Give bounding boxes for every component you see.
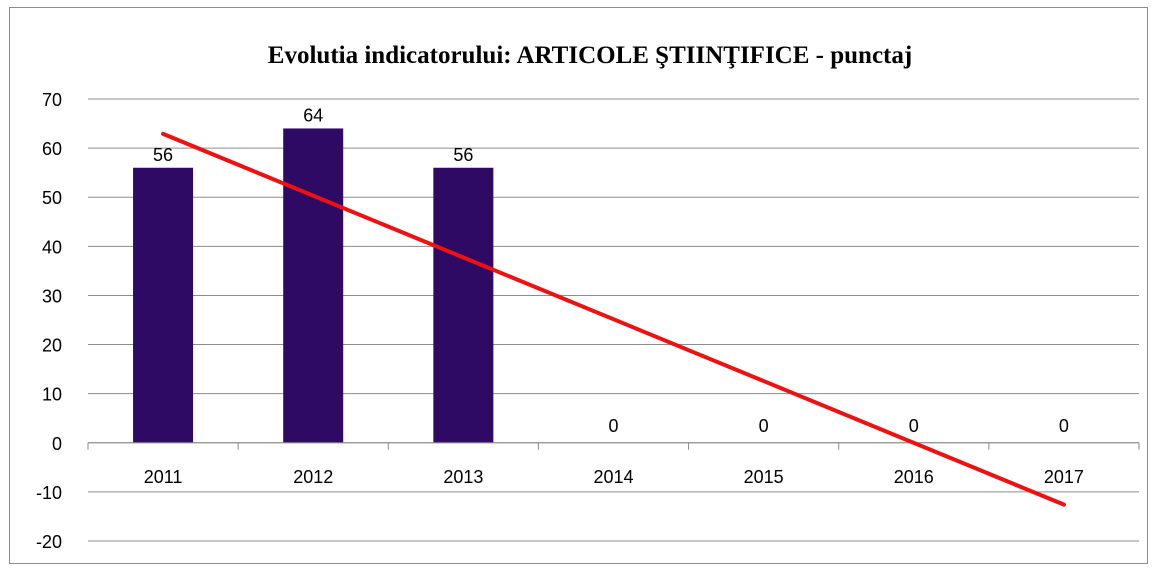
x-tick-label: 2012 (293, 467, 333, 487)
x-tick-label: 2015 (744, 467, 784, 487)
y-tick-label: -20 (36, 532, 62, 552)
data-label: 56 (153, 145, 173, 165)
data-label: 64 (303, 105, 323, 125)
y-tick-label: 70 (42, 90, 62, 110)
y-tick-label: -10 (36, 483, 62, 503)
x-axis-tick-labels: 2011 2012 2013 2014 2015 2016 2017 (144, 467, 1084, 487)
y-tick-label: 30 (42, 286, 62, 306)
trendline-line (161, 131, 1066, 507)
bar (433, 167, 494, 443)
bar (283, 128, 344, 443)
data-label: 0 (909, 416, 919, 436)
x-tick-label: 2011 (144, 467, 183, 487)
x-tick-label: 2013 (443, 467, 483, 487)
chart-frame: Evolutia indicatorului: ARTICOLE ŞTIINŢI… (9, 7, 1148, 564)
x-tick-label: 2016 (894, 467, 934, 487)
y-tick-label: 0 (52, 434, 62, 454)
y-tick-label: 40 (42, 237, 62, 257)
data-labels: 56 64 56 0 0 0 0 (153, 105, 1069, 435)
y-tick-label: 50 (42, 188, 62, 208)
x-tick-label: 2017 (1044, 467, 1084, 487)
data-label: 0 (1059, 416, 1069, 436)
y-tick-label: 20 (42, 336, 62, 356)
y-tick-label: 60 (42, 139, 62, 159)
y-axis-tick-labels: -20 -10 0 10 20 30 40 50 60 70 (36, 90, 62, 552)
chart-svg: Evolutia indicatorului: ARTICOLE ŞTIINŢI… (36, 42, 1140, 552)
bar (133, 167, 194, 443)
data-label: 0 (608, 416, 618, 436)
data-label: 0 (759, 416, 769, 436)
bars (133, 128, 494, 443)
chart-title: Evolutia indicatorului: ARTICOLE ŞTIINŢI… (268, 42, 912, 69)
trendline (161, 131, 1066, 507)
x-tick-label: 2014 (593, 467, 633, 487)
y-tick-label: 10 (42, 385, 62, 405)
data-label: 56 (453, 145, 473, 165)
category-axis (87, 442, 1140, 450)
